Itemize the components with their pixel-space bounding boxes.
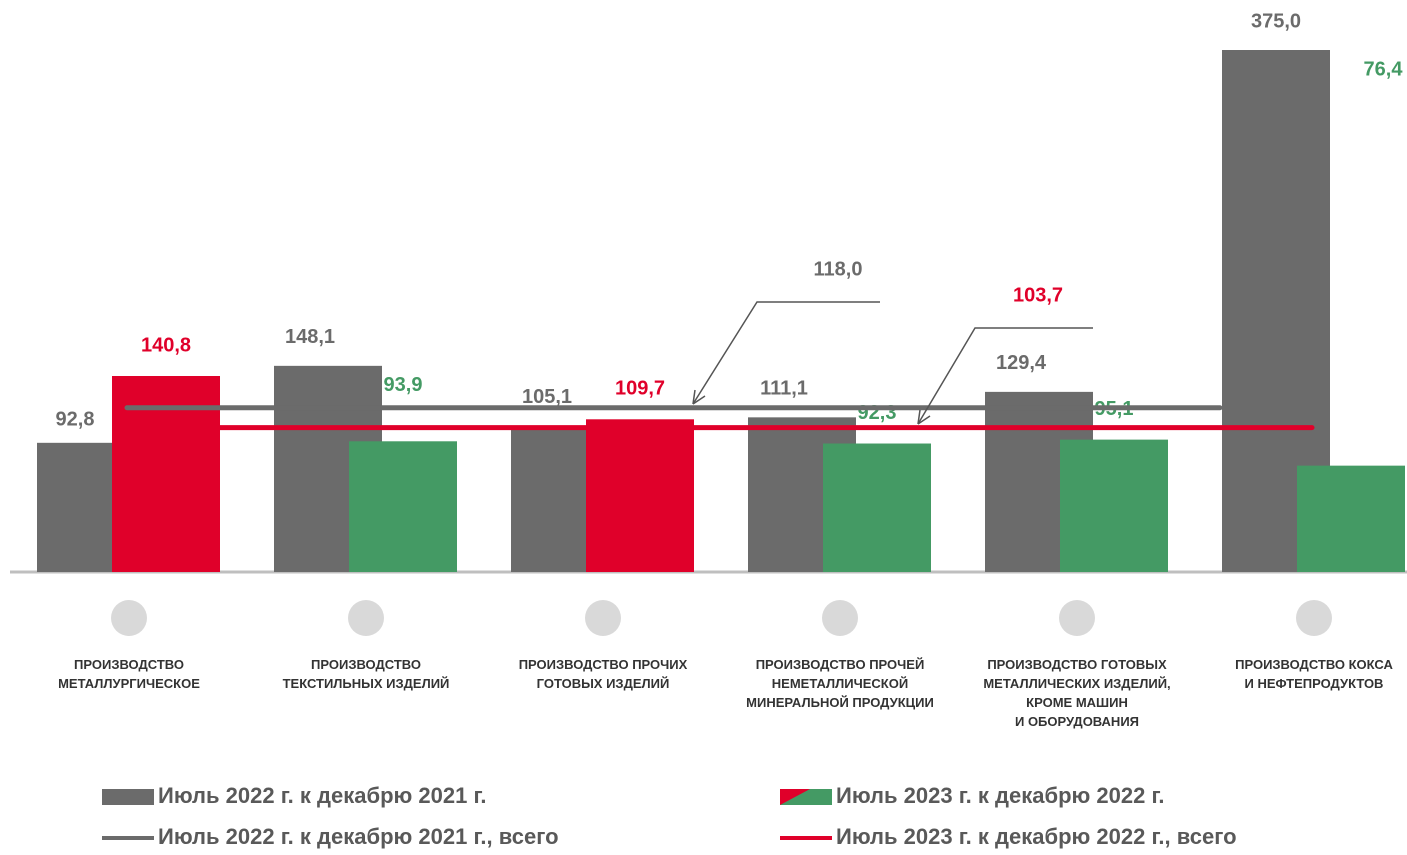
value-label: 375,0 — [1251, 10, 1301, 32]
bar — [586, 419, 694, 572]
legend-label: Июль 2022 г. к декабрю 2021 г. — [158, 783, 487, 808]
callout — [917, 327, 1093, 425]
value-label: 76,4 — [1364, 58, 1404, 80]
category-label: ПРОИЗВОДСТВО ПРОЧИХ ГОТОВЫХ ИЗДЕЛИЙ — [518, 657, 688, 691]
bar — [1060, 439, 1168, 572]
callout-arrow — [692, 389, 706, 405]
legend-label: Июль 2023 г. к декабрю 2022 г., всего — [836, 824, 1237, 849]
value-label: 93,9 — [384, 374, 423, 396]
value-label: 92,3 — [858, 402, 897, 424]
category-label: ПРОИЗВОДСТВО КОКСА И НЕФТЕПРОДУКТОВ — [1235, 657, 1393, 691]
category-icon — [1296, 600, 1332, 636]
category-icon — [348, 600, 384, 636]
category-label: ПРОИЗВОДСТВО ПРОЧЕЙ НЕМЕТАЛЛИЧЕСКОЙ МИНЕ… — [746, 657, 934, 710]
bar — [1297, 465, 1405, 572]
reference-label: 118,0 — [814, 258, 863, 280]
category-icon — [1059, 600, 1095, 636]
legend-swatch — [780, 789, 810, 805]
category-icon — [111, 600, 147, 636]
reference-label: 103,7 — [1013, 284, 1063, 306]
value-label: 105,1 — [522, 386, 572, 408]
bar — [823, 443, 931, 572]
category-label: ПРОИЗВОДСТВО ГОТОВЫХ МЕТАЛЛИЧЕСКИХ ИЗДЕЛ… — [983, 657, 1171, 729]
legend-swatch — [102, 789, 154, 805]
callout-arrow — [917, 409, 931, 425]
category-icon — [585, 600, 621, 636]
category-icon — [822, 600, 858, 636]
value-label: 148,1 — [285, 326, 335, 348]
legend-label: Июль 2023 г. к декабрю 2022 г. — [836, 783, 1165, 808]
value-label: 111,1 — [760, 378, 808, 400]
bar — [349, 441, 457, 572]
category-label: ПРОИЗВОДСТВО МЕТАЛЛУРГИЧЕСКОЕ — [58, 657, 200, 691]
value-label: 92,8 — [56, 408, 95, 430]
value-label: 109,7 — [615, 378, 665, 400]
value-label: 129,4 — [996, 352, 1047, 374]
value-label: 140,8 — [141, 334, 191, 356]
legend-label: Июль 2022 г. к декабрю 2021 г., всего — [158, 824, 559, 849]
category-label: ПРОИЗВОДСТВО ТЕКСТИЛЬНЫХ ИЗДЕЛИЙ — [282, 657, 450, 691]
callout — [692, 301, 880, 405]
